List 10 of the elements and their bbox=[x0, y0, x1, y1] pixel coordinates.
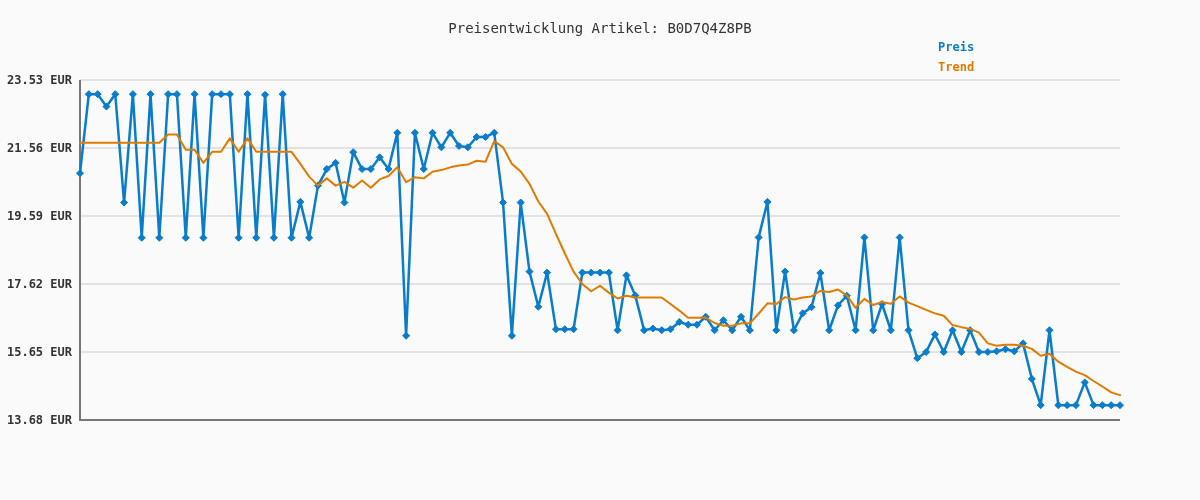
y-tick-label: 21.56 EUR bbox=[6, 141, 73, 156]
chart-title: Preisentwicklung Artikel: B0D7Q4Z8PB bbox=[448, 20, 752, 36]
text: Trend bbox=[938, 60, 975, 74]
y-tick-label: 19.59 EUR bbox=[6, 209, 73, 224]
y-tick-label: 23.53 EUR bbox=[6, 73, 73, 88]
text: Preis bbox=[938, 40, 975, 54]
y-tick-label: 15.65 EUR bbox=[6, 345, 73, 360]
y-tick-label: 17.62 EUR bbox=[6, 277, 73, 292]
y-tick-label: 13.68 EUR bbox=[6, 413, 73, 428]
line-series bbox=[79, 133, 1121, 397]
